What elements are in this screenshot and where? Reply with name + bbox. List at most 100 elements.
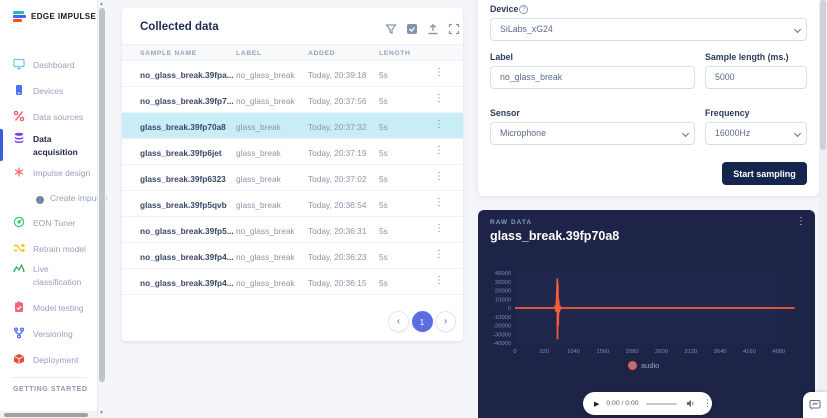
help-icon[interactable]: ? bbox=[519, 5, 528, 14]
scroll-down-icon[interactable]: ▼ bbox=[99, 410, 104, 416]
cell-name: no_glass_break.39fpa... bbox=[140, 70, 234, 80]
row-menu-icon[interactable]: ⋮ bbox=[434, 171, 444, 182]
raw-data-menu-icon[interactable]: ⋮ bbox=[796, 216, 806, 227]
device-label: Device bbox=[490, 4, 519, 14]
page-vertical-scrollbar-thumb[interactable] bbox=[820, 0, 826, 150]
filter-icon[interactable] bbox=[385, 23, 397, 35]
row-menu-icon[interactable]: ⋮ bbox=[434, 275, 444, 286]
cell-added: Today, 20:39:18 bbox=[308, 70, 367, 80]
sidebar-item-label: Live classification bbox=[33, 264, 82, 287]
label-label: Label bbox=[490, 52, 513, 62]
row-menu-icon[interactable]: ⋮ bbox=[434, 197, 444, 208]
table-row[interactable]: no_glass_break.39fp4... no_glass_break Tod… bbox=[122, 269, 463, 295]
sidebar-item-label: Model testing bbox=[33, 303, 84, 313]
dot-icon bbox=[34, 194, 44, 204]
select-checkbox-icon[interactable] bbox=[406, 23, 418, 35]
sidebar-item-label: Retrain model bbox=[33, 244, 86, 254]
cell-added: Today, 20:37:19 bbox=[308, 148, 367, 158]
row-menu-icon[interactable]: ⋮ bbox=[434, 93, 444, 104]
svg-text:20000: 20000 bbox=[495, 289, 511, 295]
cell-name: glass_break.39fp6323 bbox=[140, 174, 226, 184]
cell-label: glass_break bbox=[236, 174, 281, 184]
sidebar-item-devices[interactable]: Devices bbox=[0, 84, 97, 112]
label-input[interactable]: no_glass_break bbox=[490, 66, 695, 89]
sample-length-input[interactable]: 5000 bbox=[705, 66, 807, 89]
cell-added: Today, 20:37:02 bbox=[308, 174, 367, 184]
cell-label: no_glass_break bbox=[236, 226, 295, 236]
cell-label: glass_break bbox=[236, 200, 281, 210]
edge-impulse-logo[interactable]: EDGE IMPULSE bbox=[13, 11, 96, 22]
table-row[interactable]: no_glass_break.39fp4... no_glass_break Tod… bbox=[122, 243, 463, 269]
cell-name: no_glass_break.39fp7... bbox=[140, 96, 234, 106]
sidebar-item-model-testing[interactable]: Model testing bbox=[0, 301, 97, 329]
column-header-length[interactable]: LENGTH bbox=[379, 50, 411, 57]
row-menu-icon[interactable]: ⋮ bbox=[434, 67, 444, 78]
row-menu-icon[interactable]: ⋮ bbox=[434, 249, 444, 260]
sensor-select[interactable]: Microphone bbox=[490, 122, 695, 145]
legend-audio-label: audio bbox=[641, 361, 660, 370]
svg-text:4680: 4680 bbox=[772, 349, 785, 355]
chat-widget-button[interactable] bbox=[803, 392, 827, 418]
table-row[interactable]: no_glass_break.39fpa... no_glass_break Tod… bbox=[122, 61, 463, 87]
sidebar-item-data-acquisition[interactable]: Data acquisition bbox=[0, 129, 97, 161]
sidebar-item-live-classification[interactable]: Live classification bbox=[0, 262, 97, 290]
device-select[interactable]: SiLabs_xG24 bbox=[490, 18, 807, 41]
page-vertical-scrollbar[interactable] bbox=[819, 0, 827, 418]
table-row[interactable]: glass_break.39fp6jet glass_break Today, 20… bbox=[122, 139, 463, 165]
row-menu-icon[interactable]: ⋮ bbox=[434, 119, 444, 130]
pagination-page-1[interactable]: 1 bbox=[411, 311, 433, 332]
pagination-next-button[interactable]: › bbox=[435, 311, 456, 332]
pagination-prev-button[interactable]: ‹ bbox=[388, 311, 409, 332]
sidebar-item-versioning[interactable]: Versioning bbox=[0, 327, 97, 355]
table-row[interactable]: no_glass_break.39fp7... no_glass_break Tod… bbox=[122, 87, 463, 113]
row-menu-icon[interactable]: ⋮ bbox=[434, 145, 444, 156]
sidebar-item-impulse-design[interactable]: Impulse design bbox=[0, 166, 97, 194]
cell-name: glass_break.39fp5qvb bbox=[140, 200, 227, 210]
svg-text:2080: 2080 bbox=[626, 349, 639, 355]
sidebar-item-create-impulse[interactable]: Create impulse bbox=[0, 191, 107, 219]
chart-legend[interactable]: audio bbox=[628, 361, 659, 370]
sidebar-item-deployment[interactable]: Deployment bbox=[0, 353, 97, 381]
sidebar-item-dashboard[interactable]: Dashboard bbox=[0, 58, 97, 86]
svg-text:4160: 4160 bbox=[743, 349, 756, 355]
edge-impulse-logo-icon bbox=[13, 11, 26, 22]
expand-icon[interactable] bbox=[448, 23, 460, 35]
sidebar-horizontal-scrollbar-thumb[interactable] bbox=[4, 412, 88, 417]
svg-text:1560: 1560 bbox=[596, 349, 609, 355]
dashboard-icon bbox=[13, 58, 25, 70]
cell-label: glass_break bbox=[236, 122, 281, 132]
data-sources-icon bbox=[13, 110, 25, 122]
sensor-label: Sensor bbox=[490, 108, 520, 118]
cell-name: no_glass_break.39fp4... bbox=[140, 252, 234, 262]
versioning-icon bbox=[13, 327, 25, 339]
cell-added: Today, 20:37:56 bbox=[308, 96, 367, 106]
frequency-select[interactable]: 16000Hz bbox=[705, 122, 807, 145]
sidebar-item-eon-tuner[interactable]: EON Tuner bbox=[0, 216, 97, 244]
scroll-up-icon[interactable]: ▲ bbox=[99, 1, 104, 7]
waveform-chart[interactable]: 40000 30000 20000 10000 0 -10000 -20000 -30000 -… bbox=[478, 256, 815, 356]
raw-data-card: RAW DATA ⋮ glass_break.39fp70a8 40000 300… bbox=[478, 210, 815, 418]
table-row[interactable]: glass_break.39fp6323 glass_break Today, 20… bbox=[122, 165, 463, 191]
sidebar-item-data-sources[interactable]: Data sources bbox=[0, 110, 97, 138]
row-menu-icon[interactable]: ⋮ bbox=[434, 223, 444, 234]
audio-player[interactable]: ▶ 0:00 / 0:00 ⋮ bbox=[583, 392, 712, 415]
sidebar-item-retrain-model[interactable]: Retrain model bbox=[0, 242, 97, 270]
devices-icon bbox=[13, 84, 25, 96]
cell-label: no_glass_break bbox=[236, 278, 295, 288]
column-header-sample-name[interactable]: SAMPLE NAME bbox=[140, 50, 197, 57]
column-header-label[interactable]: LABEL bbox=[236, 50, 262, 57]
column-header-added[interactable]: ADDED bbox=[308, 50, 336, 57]
play-icon[interactable]: ▶ bbox=[594, 400, 600, 408]
player-menu-icon[interactable]: ⋮ bbox=[703, 398, 712, 408]
sidebar-vertical-scrollbar-thumb[interactable] bbox=[98, 8, 105, 382]
volume-icon[interactable] bbox=[686, 395, 695, 413]
start-sampling-button[interactable]: Start sampling bbox=[722, 162, 807, 185]
table-row[interactable]: glass_break.39fp5qvb glass_break Today, 20… bbox=[122, 191, 463, 217]
player-progress-bar[interactable] bbox=[645, 402, 677, 405]
table-row[interactable]: glass_break.39fp70a8 glass_break Today, 20… bbox=[122, 113, 463, 139]
table-row[interactable]: no_glass_break.39fp5... no_glass_break Tod… bbox=[122, 217, 463, 243]
upload-icon[interactable] bbox=[427, 23, 439, 35]
sidebar-item-label: Versioning bbox=[33, 329, 73, 339]
svg-text:3120: 3120 bbox=[684, 349, 697, 355]
svg-text:0: 0 bbox=[513, 349, 516, 355]
